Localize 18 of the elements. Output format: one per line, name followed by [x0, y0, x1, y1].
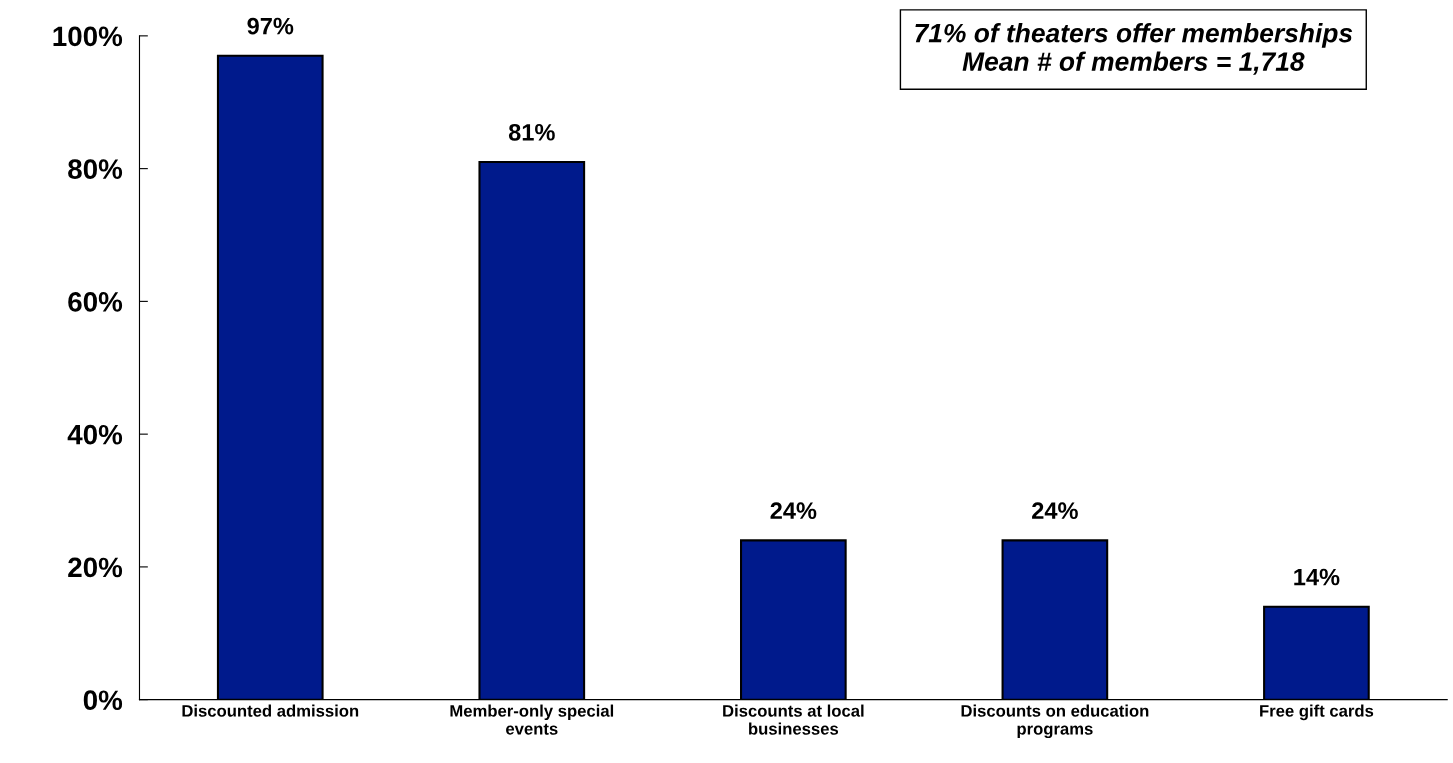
- y-tick-label: 40%: [67, 424, 123, 445]
- y-tick-label: 100%: [53, 26, 123, 47]
- x-tick-label: Member-only special events: [450, 704, 614, 735]
- x-tick-label: Discounted admission: [182, 704, 359, 717]
- y-tick-label: 20%: [68, 557, 123, 578]
- y-tick-label: 80%: [68, 159, 123, 179]
- x-tick-label: Discounts on education programs: [961, 704, 1149, 739]
- x-tick-label: Free gift cards: [1260, 704, 1374, 721]
- data-label: 81%: [508, 123, 555, 141]
- data-label: 97%: [247, 17, 294, 35]
- x-tick-label: Discounts at local businesses: [723, 704, 864, 735]
- data-label: 24%: [770, 502, 817, 519]
- y-tick-label: 0%: [83, 690, 123, 711]
- y-tick-label: 60%: [68, 292, 123, 312]
- data-label: 24%: [1032, 502, 1078, 519]
- annotation: 71% of theaters offer memberships: [915, 23, 1353, 48]
- annotation: Mean # of members = 1,718: [962, 51, 1305, 75]
- data-label: 14%: [1294, 568, 1340, 586]
